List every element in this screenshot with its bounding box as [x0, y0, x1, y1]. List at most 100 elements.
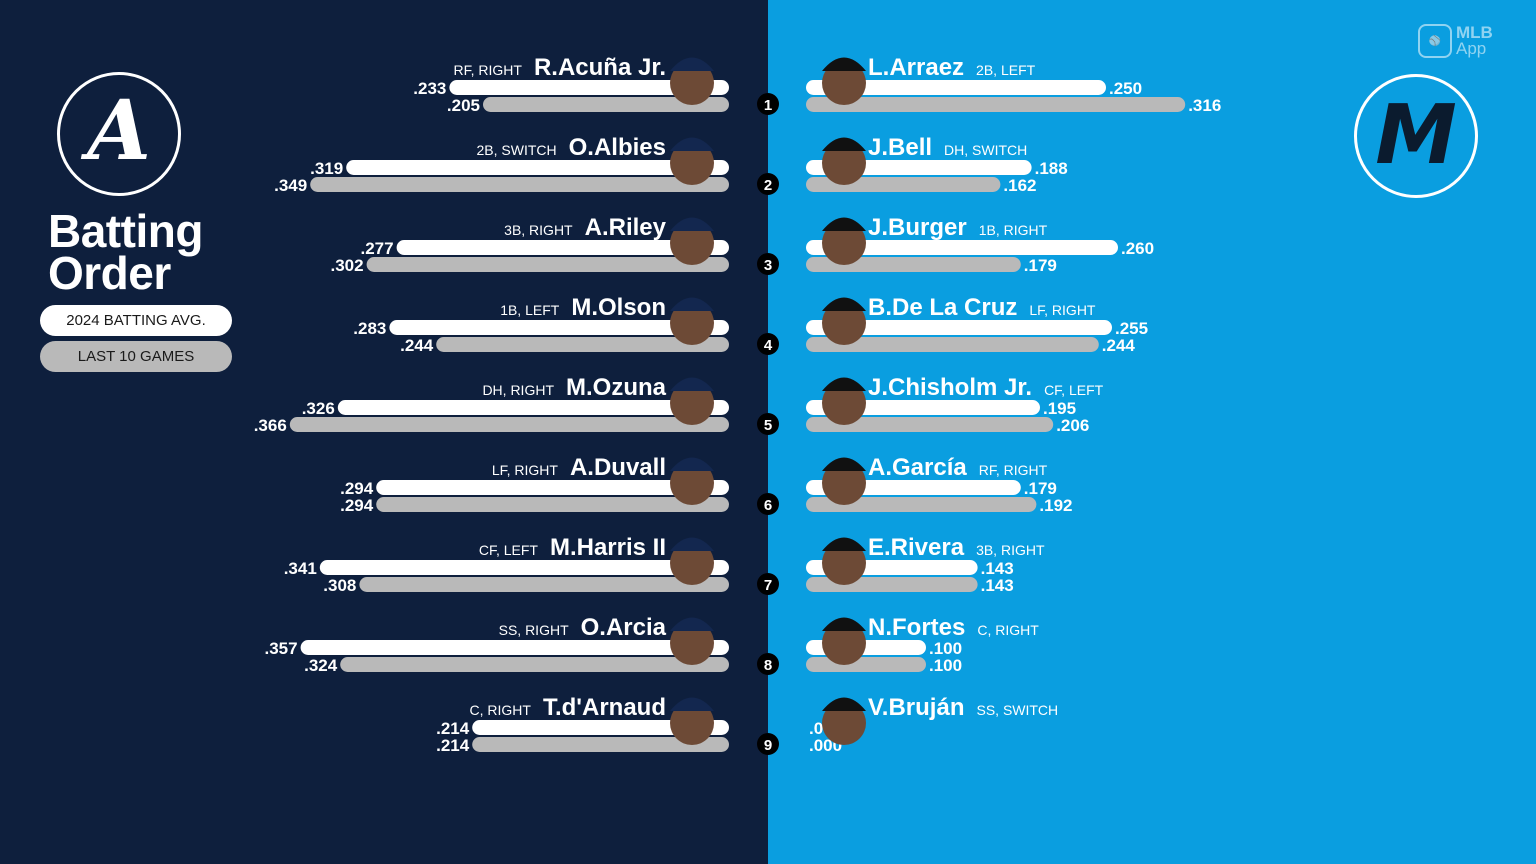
- player-headshot-icon: [822, 701, 866, 745]
- player-headshot-icon: [670, 141, 714, 185]
- player-cap-icon: [670, 537, 714, 551]
- player-headshot-icon: [670, 621, 714, 665]
- last10-bar: [806, 657, 926, 672]
- player-headshot-icon: [822, 141, 866, 185]
- player-cap-icon: [822, 617, 866, 631]
- player-name: L.Arraez: [868, 54, 964, 81]
- title-line-2: Order: [48, 247, 171, 299]
- player-position: LF, RIGHT: [492, 462, 559, 478]
- player-position: 1B, LEFT: [500, 302, 560, 318]
- player-position: CF, LEFT: [1044, 382, 1104, 398]
- order-number: 8: [764, 657, 772, 674]
- player-headshot-icon: [822, 541, 866, 585]
- player-name: M.Olson: [571, 294, 666, 321]
- braves-logo-icon: A: [57, 72, 181, 196]
- mlb-logo-icon: ⚾: [1418, 24, 1452, 58]
- player-cap-icon: [822, 217, 866, 231]
- avg-label: .319: [310, 159, 343, 178]
- last10-bar: [366, 257, 729, 272]
- last10-label: .294: [340, 496, 374, 515]
- player-position: 2B, SWITCH: [477, 142, 557, 158]
- last10-bar: [376, 497, 729, 512]
- player-headshot-icon: [822, 461, 866, 505]
- avg-bar: [337, 400, 729, 415]
- player-headshot-icon: [822, 381, 866, 425]
- player-headshot-icon: [822, 221, 866, 265]
- last10-bar: [806, 337, 1099, 352]
- player-name: V.Bruján: [868, 694, 964, 721]
- last10-bar: [340, 657, 729, 672]
- player-cap-icon: [670, 457, 714, 471]
- player-cap-icon: [670, 617, 714, 631]
- order-number-badge: [757, 253, 779, 275]
- player-position: CF, LEFT: [479, 542, 539, 558]
- last10-label: .214: [436, 736, 470, 755]
- avg-bar: [376, 480, 729, 495]
- player-position: LF, RIGHT: [1029, 302, 1096, 318]
- player-headshot-icon: [670, 221, 714, 265]
- avg-label: .294: [340, 479, 374, 498]
- last10-label: .324: [304, 656, 338, 675]
- player-cap-icon: [822, 457, 866, 471]
- last10-bar: [289, 417, 729, 432]
- player-name: J.Chisholm Jr.: [868, 374, 1032, 401]
- avg-label: .283: [353, 319, 386, 338]
- player-name: O.Albies: [569, 134, 666, 161]
- avg-bar: [806, 320, 1112, 335]
- player-headshot-icon: [822, 301, 866, 345]
- player-position: RF, RIGHT: [454, 62, 523, 78]
- player-cap-icon: [822, 137, 866, 151]
- player-position: 1B, RIGHT: [979, 222, 1048, 238]
- last10-label: .100: [929, 656, 962, 675]
- order-number: 4: [764, 337, 773, 354]
- player-headshot-icon: [822, 621, 866, 665]
- mlb-app-badge: ⚾ MLB App: [1418, 24, 1493, 58]
- avg-bar: [449, 80, 729, 95]
- player-position: DH, SWITCH: [944, 142, 1027, 158]
- avg-label: .188: [1035, 159, 1068, 178]
- player-position: DH, RIGHT: [482, 382, 554, 398]
- last10-label: .316: [1188, 96, 1221, 115]
- order-number-badge: [757, 173, 779, 195]
- order-number-badge: [757, 413, 779, 435]
- player-position: 3B, RIGHT: [976, 542, 1045, 558]
- order-number: 2: [764, 177, 772, 194]
- player-position: RF, RIGHT: [979, 462, 1048, 478]
- player-name: M.Harris II: [550, 534, 666, 561]
- avg-label: .195: [1043, 399, 1076, 418]
- player-headshot-icon: [670, 301, 714, 345]
- last10-label: .143: [981, 576, 1014, 595]
- title-line-1: Batting: [48, 205, 203, 257]
- last10-bar: [806, 257, 1021, 272]
- player-cap-icon: [670, 697, 714, 711]
- last10-bar: [806, 97, 1186, 112]
- avg-label: .255: [1115, 319, 1148, 338]
- player-name: A.Duvall: [570, 454, 666, 481]
- avg-bar: [396, 240, 729, 255]
- app-sub: App: [1456, 39, 1487, 58]
- last10-label: .244: [1102, 336, 1136, 355]
- avg-bar: [346, 160, 729, 175]
- player-name: J.Bell: [868, 134, 932, 161]
- avg-bar: [472, 720, 729, 735]
- player-cap-icon: [822, 377, 866, 391]
- last10-label: .206: [1056, 416, 1089, 435]
- order-number: 1: [764, 97, 772, 114]
- last10-label: .179: [1024, 256, 1057, 275]
- avg-label: .233: [413, 79, 446, 98]
- order-number: 7: [764, 577, 772, 594]
- player-name: E.Rivera: [868, 534, 965, 561]
- order-number-badge: [757, 653, 779, 675]
- avg-bar: [389, 320, 729, 335]
- player-name: N.Fortes: [868, 614, 965, 641]
- braves-logo-letter: A: [87, 83, 151, 179]
- last10-bar: [436, 337, 729, 352]
- player-name: B.De La Cruz: [868, 294, 1017, 321]
- last10-bar: [806, 497, 1037, 512]
- avg-label: .260: [1121, 239, 1154, 258]
- player-position: 3B, RIGHT: [504, 222, 573, 238]
- last10-label: .244: [400, 336, 434, 355]
- order-number-badge: [757, 333, 779, 355]
- avg-label: .179: [1024, 479, 1057, 498]
